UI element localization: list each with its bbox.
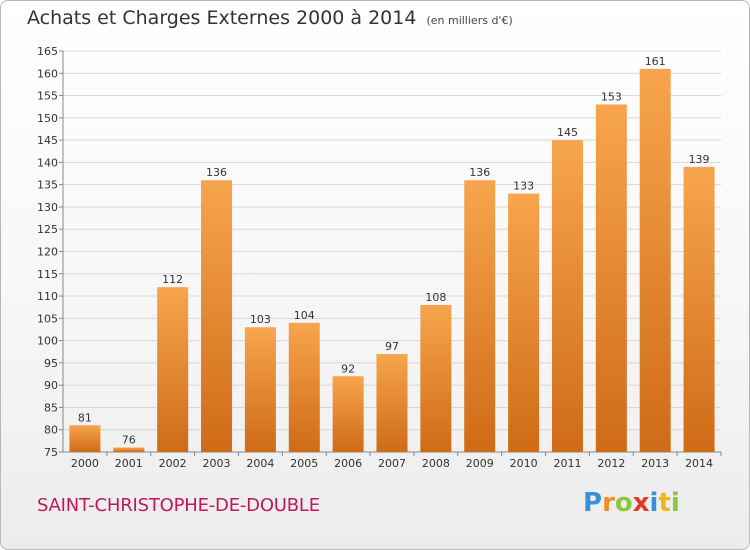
bar-2000	[69, 425, 101, 452]
y-tick-label: 120	[37, 246, 58, 259]
data-label-2009: 136	[469, 166, 490, 179]
y-tick-label: 130	[37, 201, 58, 214]
y-tick-label: 95	[44, 357, 58, 370]
y-tick-label: 105	[37, 312, 58, 325]
y-tick-label: 100	[37, 335, 58, 348]
y-tick-label: 140	[37, 156, 58, 169]
data-label-2011: 145	[557, 126, 578, 139]
y-tick-label: 110	[37, 290, 58, 303]
x-tick-label: 2001	[115, 457, 143, 470]
x-tick-label: 2000	[71, 457, 99, 470]
x-tick-label: 2009	[466, 457, 494, 470]
x-tick-label: 2003	[203, 457, 231, 470]
bar-2005	[288, 322, 320, 452]
x-tick-label: 2013	[641, 457, 669, 470]
y-tick-label: 125	[37, 223, 58, 236]
x-tick-label: 2008	[422, 457, 450, 470]
bar-2003	[201, 180, 233, 452]
y-tick-label: 165	[37, 45, 58, 58]
y-tick-label: 90	[44, 379, 58, 392]
bar-2014	[683, 166, 715, 452]
data-label-2012: 153	[601, 90, 622, 103]
bar-2013	[639, 68, 671, 453]
y-tick-label: 150	[37, 112, 58, 125]
data-label-2013: 161	[645, 55, 666, 68]
commune-name: SAINT-CHRISTOPHE-DE-DOUBLE	[37, 495, 320, 516]
logo-letter: t	[658, 488, 671, 518]
x-tick-label: 2012	[597, 457, 625, 470]
x-tick-label: 2002	[159, 457, 187, 470]
bar-2001	[113, 447, 145, 452]
logo-letter: i	[649, 488, 659, 518]
logo-letter: o	[614, 488, 633, 518]
data-labels: 81 76 112 136 103 104 92 97 108 136 133 145 153 161 13…	[78, 55, 710, 447]
data-label-2002: 112	[162, 273, 183, 286]
data-label-2001: 76	[122, 434, 136, 447]
bar-2010	[508, 193, 540, 453]
x-tick-label: 2011	[553, 457, 581, 470]
x-tick-label: 2006	[334, 457, 362, 470]
bar-2002	[157, 287, 189, 452]
y-tick-label: 135	[37, 179, 58, 192]
data-label-2007: 97	[385, 340, 399, 353]
y-tick-label: 160	[37, 67, 58, 80]
data-label-2014: 139	[689, 153, 710, 166]
logo-letter: x	[632, 488, 650, 518]
x-tick-label: 2004	[246, 457, 274, 470]
x-tick-label: 2005	[290, 457, 318, 470]
y-tick-label: 115	[37, 268, 58, 281]
logo-letter: i	[670, 488, 680, 518]
y-tick-label: 75	[44, 446, 58, 459]
bar-2007	[376, 353, 408, 452]
x-tick-label: 2014	[685, 457, 713, 470]
unit-label: (en milliers d'€)	[426, 14, 513, 27]
logo-letter: P	[583, 488, 603, 518]
title-text: Achats et Charges Externes 2000 à 2014	[27, 7, 417, 29]
y-tick-label: 145	[37, 134, 58, 147]
y-tick-label: 80	[44, 424, 58, 437]
x-tick-label: 2010	[510, 457, 538, 470]
bar-2009	[464, 180, 496, 452]
bar-2012	[595, 104, 627, 452]
data-label-2003: 136	[206, 166, 227, 179]
x-tick-label: 2007	[378, 457, 406, 470]
bar-2004	[244, 327, 276, 452]
bars	[69, 68, 715, 453]
bar-2008	[420, 304, 452, 452]
logo-letter: r	[602, 488, 615, 518]
data-label-2005: 104	[294, 309, 315, 322]
bar-2006	[332, 376, 364, 452]
data-label-2000: 81	[78, 411, 92, 424]
proxiti-logo: Proxiti	[583, 488, 680, 518]
chart-title: Achats et Charges Externes 2000 à 2014 (e…	[27, 7, 513, 29]
bar-2011	[551, 140, 583, 452]
data-label-2004: 103	[250, 313, 271, 326]
data-label-2008: 108	[425, 291, 446, 304]
data-label-2006: 92	[341, 362, 355, 375]
axes: 75 80 85 90 95 100 105 110 115 120 125 130 135 140 145…	[37, 45, 722, 470]
y-tick-label: 155	[37, 90, 58, 103]
y-tick-label: 85	[44, 401, 58, 414]
data-label-2010: 133	[513, 180, 534, 193]
